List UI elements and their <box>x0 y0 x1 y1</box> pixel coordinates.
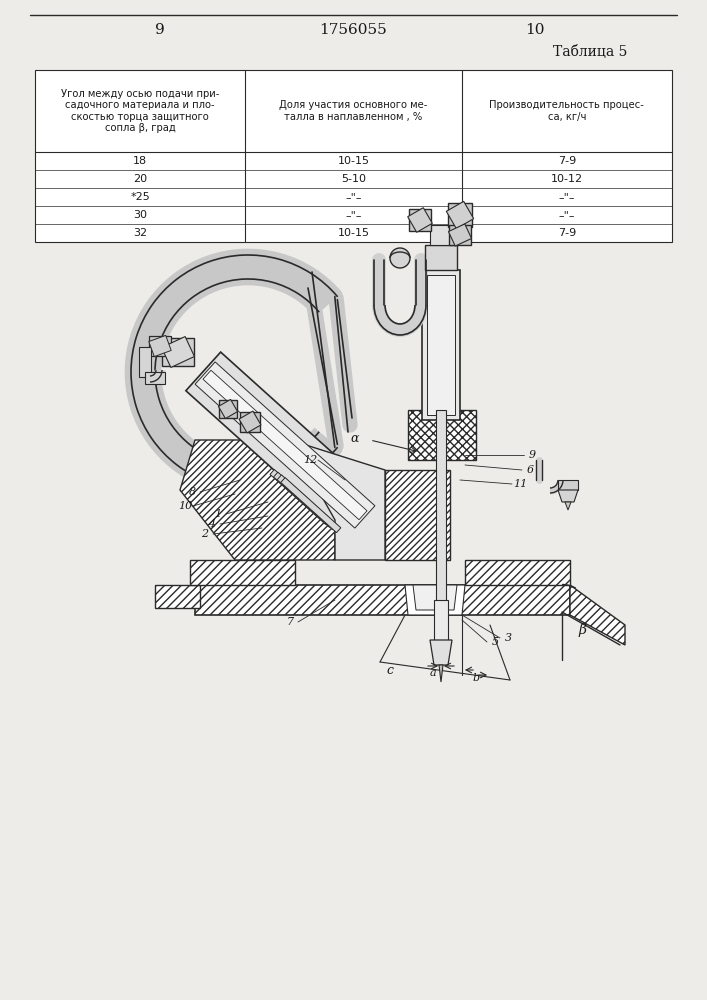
Polygon shape <box>162 338 194 366</box>
Polygon shape <box>162 337 194 367</box>
Text: 7: 7 <box>286 617 293 627</box>
Text: 12: 12 <box>303 455 317 465</box>
Text: 10-12: 10-12 <box>551 174 583 184</box>
Text: –"–: –"– <box>559 210 575 220</box>
Text: Таблица 5: Таблица 5 <box>553 45 627 59</box>
Text: β: β <box>578 623 586 637</box>
Text: c: c <box>387 664 394 676</box>
Text: a: a <box>430 668 436 678</box>
Text: 11: 11 <box>513 479 527 489</box>
Text: –"–: –"– <box>345 210 362 220</box>
Polygon shape <box>239 411 261 433</box>
Text: –"–: –"– <box>559 192 575 202</box>
Polygon shape <box>385 470 450 560</box>
Bar <box>430 225 452 245</box>
Polygon shape <box>281 478 341 533</box>
Polygon shape <box>190 560 295 585</box>
Polygon shape <box>218 399 238 419</box>
Bar <box>422 270 460 420</box>
Polygon shape <box>446 201 474 229</box>
Polygon shape <box>195 362 375 528</box>
Polygon shape <box>448 224 472 246</box>
Text: Доля участия основного ме-
талла в наплавленном , %: Доля участия основного ме- талла в напла… <box>279 100 428 122</box>
Text: 4: 4 <box>209 519 216 529</box>
Text: 18: 18 <box>133 156 147 166</box>
Polygon shape <box>180 440 335 560</box>
Polygon shape <box>439 665 443 682</box>
Polygon shape <box>186 352 384 538</box>
Polygon shape <box>149 336 171 356</box>
Polygon shape <box>203 370 367 520</box>
Polygon shape <box>145 372 165 384</box>
Polygon shape <box>240 412 260 432</box>
Bar <box>425 245 457 270</box>
Text: 10-15: 10-15 <box>337 156 370 166</box>
Bar <box>436 410 446 620</box>
Text: b: b <box>472 673 479 683</box>
Polygon shape <box>413 585 457 610</box>
Text: 7-9: 7-9 <box>558 156 576 166</box>
Polygon shape <box>139 347 151 377</box>
Text: α: α <box>351 432 359 444</box>
Text: Угол между осью подачи при-
садочного материала и пло-
скостью торца защитного
с: Угол между осью подачи при- садочного ма… <box>61 89 219 133</box>
Polygon shape <box>565 502 571 510</box>
Polygon shape <box>277 475 337 530</box>
Polygon shape <box>449 225 471 245</box>
Text: 1: 1 <box>214 509 221 519</box>
Text: Производительность процес-
са, кг/ч: Производительность процес- са, кг/ч <box>489 100 644 122</box>
Polygon shape <box>409 209 431 231</box>
Text: 10: 10 <box>525 23 545 37</box>
Text: 32: 32 <box>133 228 147 238</box>
Text: 20: 20 <box>133 174 147 184</box>
Text: 3: 3 <box>504 633 512 643</box>
Polygon shape <box>405 585 465 615</box>
Polygon shape <box>558 490 578 502</box>
Text: *25: *25 <box>130 192 150 202</box>
Text: 5: 5 <box>491 637 498 647</box>
Polygon shape <box>270 469 330 525</box>
Polygon shape <box>155 585 200 608</box>
Text: 2: 2 <box>201 529 209 539</box>
Text: 9: 9 <box>155 23 165 37</box>
Text: 8: 8 <box>189 487 196 497</box>
Polygon shape <box>570 585 625 645</box>
Polygon shape <box>448 203 472 227</box>
Polygon shape <box>408 208 432 232</box>
Polygon shape <box>290 440 385 560</box>
Text: 9: 9 <box>528 450 536 460</box>
Text: 5-10: 5-10 <box>341 174 366 184</box>
Bar <box>434 600 448 640</box>
Bar <box>408 410 476 460</box>
Text: –"–: –"– <box>345 192 362 202</box>
Polygon shape <box>274 472 334 527</box>
Text: 30: 30 <box>133 210 147 220</box>
Polygon shape <box>195 585 570 615</box>
Bar <box>30 255 677 950</box>
Circle shape <box>390 248 410 268</box>
Text: 10-15: 10-15 <box>337 228 370 238</box>
Text: 7-9: 7-9 <box>558 228 576 238</box>
Text: 6: 6 <box>527 465 534 475</box>
Polygon shape <box>219 400 237 418</box>
Bar <box>35 70 672 242</box>
Polygon shape <box>558 480 578 490</box>
Text: 10: 10 <box>178 501 192 511</box>
Polygon shape <box>148 335 171 357</box>
Text: 1756055: 1756055 <box>319 23 387 37</box>
Bar <box>427 275 455 415</box>
Polygon shape <box>430 640 452 665</box>
Polygon shape <box>465 560 570 585</box>
